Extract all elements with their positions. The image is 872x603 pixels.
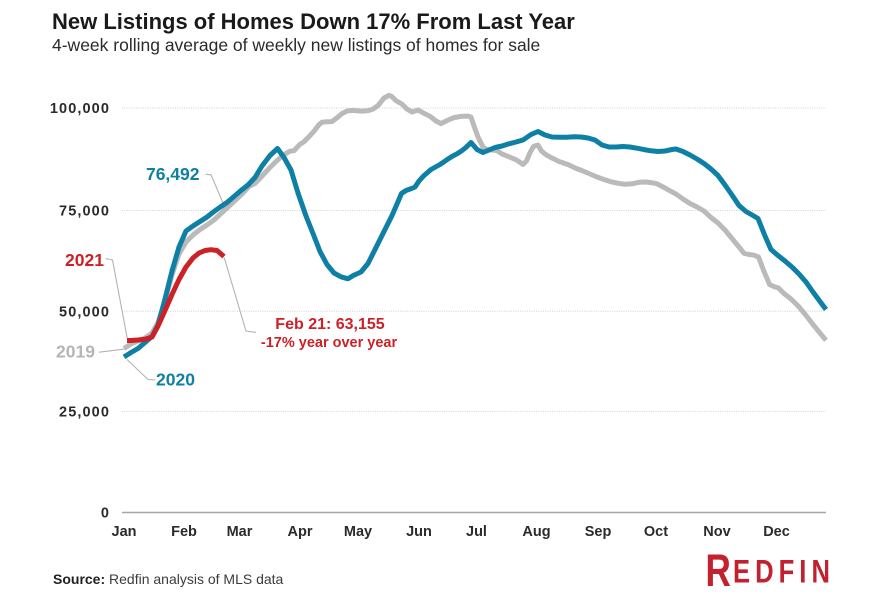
svg-text:Sep: Sep	[585, 524, 612, 540]
svg-text:May: May	[344, 524, 372, 540]
svg-text:-17% year over year: -17% year over year	[261, 335, 398, 351]
svg-text:Source: Redfin analysis of MLS: Source: Redfin analysis of MLS data	[53, 571, 284, 587]
svg-text:Oct: Oct	[644, 524, 668, 540]
svg-text:Jul: Jul	[466, 524, 487, 540]
svg-text:Nov: Nov	[703, 524, 730, 540]
svg-text:Apr: Apr	[288, 524, 313, 540]
svg-text:100,000: 100,000	[50, 101, 110, 117]
svg-text:2020: 2020	[156, 370, 195, 390]
svg-text:EDFIN: EDFIN	[733, 555, 835, 590]
svg-text:Jan: Jan	[112, 524, 137, 540]
svg-text:New Listings of Homes Down 17%: New Listings of Homes Down 17% From Last…	[52, 9, 575, 34]
svg-text:Jun: Jun	[406, 524, 432, 540]
svg-text:Feb: Feb	[171, 524, 197, 540]
svg-text:0: 0	[101, 506, 110, 522]
svg-text:76,492: 76,492	[146, 164, 200, 184]
svg-text:Mar: Mar	[227, 524, 253, 540]
svg-text:Aug: Aug	[522, 524, 550, 540]
svg-text:Feb 21: 63,155: Feb 21: 63,155	[275, 316, 385, 333]
svg-text:R: R	[705, 545, 730, 596]
svg-text:4-week rolling average of week: 4-week rolling average of weekly new lis…	[52, 35, 540, 55]
svg-text:Dec: Dec	[763, 524, 790, 540]
svg-text:25,000: 25,000	[59, 404, 110, 420]
svg-text:2019: 2019	[56, 342, 95, 362]
svg-text:75,000: 75,000	[59, 204, 110, 220]
svg-text:50,000: 50,000	[59, 304, 110, 320]
svg-text:2021: 2021	[65, 250, 104, 270]
